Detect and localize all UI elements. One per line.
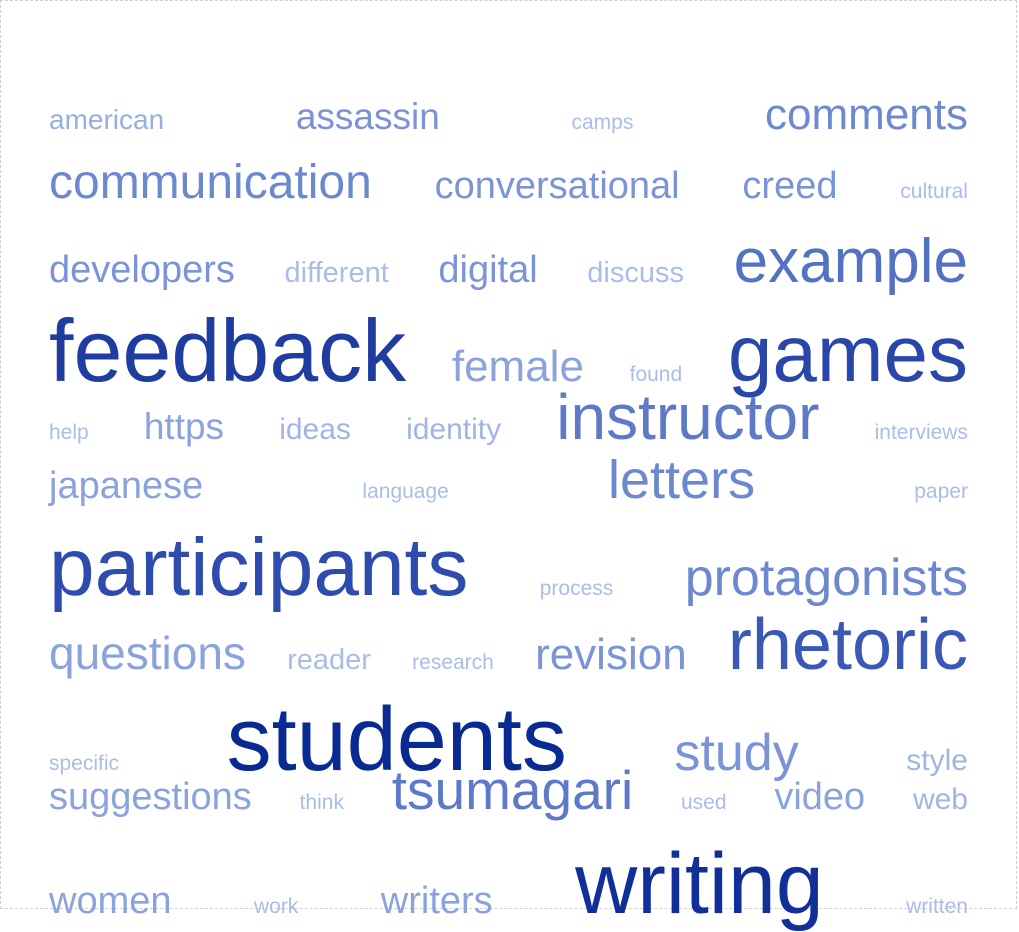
word-comments: comments	[765, 90, 968, 139]
word-female: female	[451, 342, 584, 391]
word-found: found	[629, 363, 683, 386]
word-web: web	[912, 783, 968, 816]
word-example: example	[733, 227, 968, 296]
word-camps: camps	[571, 111, 634, 134]
word-cultural: cultural	[900, 180, 968, 203]
word-video: video	[774, 776, 866, 818]
word-https: https	[143, 406, 225, 447]
word-communication: communication	[49, 156, 372, 209]
word-instructor: instructor	[556, 381, 820, 453]
word-writing: writing	[575, 836, 824, 932]
word-reader: reader	[287, 644, 371, 676]
word-participants: participants	[49, 522, 469, 613]
word-help: help	[49, 421, 89, 444]
word-writers: writers	[380, 880, 493, 922]
word-process: process	[539, 577, 614, 600]
word-language: language	[362, 480, 449, 503]
word-tsumagari: tsumagari	[391, 759, 634, 821]
word-interviews: interviews	[874, 421, 968, 444]
word-used: used	[681, 791, 727, 814]
word-women: women	[49, 880, 172, 922]
word-identity: identity	[406, 413, 502, 446]
word-japanese: japanese	[49, 465, 204, 507]
word-letters: letters	[608, 450, 756, 510]
word-students: students	[226, 690, 567, 790]
word-revision: revision	[535, 630, 687, 679]
word-think: think	[299, 791, 344, 814]
word-paper: paper	[914, 480, 968, 503]
word-digital: digital	[438, 249, 538, 291]
word-protagonists: protagonists	[684, 549, 968, 607]
word-discuss: discuss	[587, 257, 684, 289]
word-questions: questions	[49, 627, 246, 679]
word-creed: creed	[742, 165, 838, 207]
word-games: games	[727, 309, 968, 398]
word-rhetoric: rhetoric	[727, 605, 968, 685]
word-developers: developers	[49, 249, 235, 291]
word-style: style	[906, 744, 968, 777]
word-research: research	[412, 651, 494, 674]
word-work: work	[253, 895, 299, 918]
word-study: study	[674, 724, 799, 782]
word-suggestions: suggestions	[49, 776, 252, 818]
word-specific: specific	[49, 752, 120, 775]
word-written: written	[906, 895, 968, 918]
word-conversational: conversational	[434, 165, 680, 207]
word-ideas: ideas	[279, 413, 351, 446]
word-different: different	[284, 257, 389, 289]
word-american: american	[49, 104, 165, 135]
word-feedback: feedback	[49, 301, 407, 400]
word-assassin: assassin	[295, 96, 440, 137]
